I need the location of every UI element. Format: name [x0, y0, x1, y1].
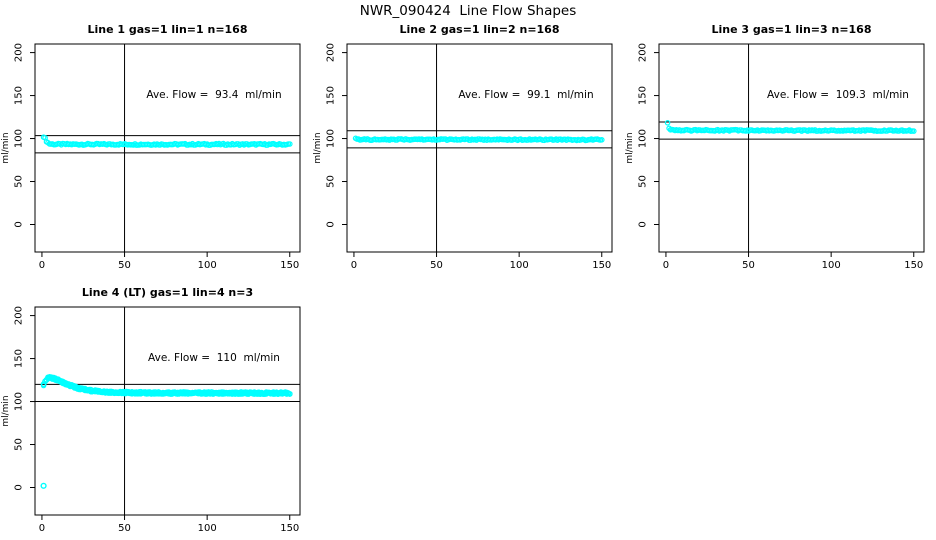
y-tick-label: 200: [326, 43, 337, 62]
x-tick-label: 100: [822, 260, 841, 271]
data-point: [286, 391, 293, 397]
x-tick-label: 150: [280, 523, 299, 534]
ave-flow-annotation: Ave. Flow = 109.3 ml/min: [767, 89, 909, 101]
ave-flow-annotation: Ave. Flow = 93.4 ml/min: [146, 89, 282, 101]
x-tick-label: 50: [118, 523, 131, 534]
panel-line-4: 0 50 100 150 200 ml/min 0 50 100 150 Line 4 (LT) …: [0, 283, 312, 539]
y-axis-label: ml/min: [1, 395, 11, 426]
y-tick-label: 200: [14, 43, 25, 62]
x-tick-label: 50: [430, 260, 443, 271]
y-tick-label: 0: [14, 484, 25, 490]
x-tick-label: 0: [351, 260, 357, 271]
panel-line-3: 0 50 100 150 200 ml/min 0 50 100 150 Line 3 gas=1…: [624, 20, 936, 276]
y-tick-label: 100: [14, 129, 25, 148]
y-tick-label: 0: [326, 221, 337, 227]
plot-box: [34, 43, 301, 253]
data-point: [598, 137, 605, 143]
y-tick-label: 50: [14, 438, 25, 451]
y-tick-label: 50: [14, 175, 25, 188]
plot-box: [658, 43, 925, 253]
x-tick-label: 100: [510, 260, 529, 271]
y-tick-label: 150: [14, 86, 25, 105]
ave-flow-annotation: Ave. Flow = 99.1 ml/min: [458, 89, 594, 101]
panel-line-2: 0 50 100 150 200 ml/min 0 50 100 150 Line 2 gas=1…: [312, 20, 624, 276]
x-tick-label: 100: [198, 523, 217, 534]
panel-title: Line 4 (LT) gas=1 lin=4 n=3: [81, 286, 254, 299]
page-title: NWR_090424 Line Flow Shapes: [359, 3, 577, 19]
panel-title: Line 3 gas=1 lin=3 n=168: [711, 23, 872, 36]
plot-canvas-line-4: 0 50 100 150 200 ml/min 0 50 100 150: [1, 306, 301, 534]
y-axis-label: ml/min: [313, 132, 323, 163]
y-tick-label: 150: [326, 86, 337, 105]
panel-line-1: 0 50 100 150 200 ml/min 0 50 100 150 Line 1 gas=1…: [0, 20, 312, 276]
y-tick-label: 150: [638, 86, 649, 105]
y-tick-label: 100: [326, 129, 337, 148]
y-tick-label: 200: [638, 43, 649, 62]
plot-canvas-line-2: 0 50 100 150 200 ml/min 0 50 100 150: [313, 43, 613, 271]
x-tick-label: 50: [742, 260, 755, 271]
panel-title: Line 2 gas=1 lin=2 n=168: [399, 23, 560, 36]
x-tick-label: 0: [663, 260, 669, 271]
y-tick-label: 100: [638, 129, 649, 148]
x-tick-label: 0: [39, 523, 45, 534]
x-tick-label: 150: [280, 260, 299, 271]
y-axis-label: ml/min: [625, 132, 635, 163]
y-tick-label: 150: [14, 349, 25, 368]
y-tick-label: 50: [638, 175, 649, 188]
y-tick-label: 100: [14, 392, 25, 411]
ave-flow-annotation: Ave. Flow = 110 ml/min: [148, 352, 280, 364]
data-point: [910, 128, 917, 134]
x-tick-label: 100: [198, 260, 217, 271]
y-axis-label: ml/min: [1, 132, 11, 163]
y-tick-label: 200: [14, 306, 25, 325]
data-point: [286, 141, 293, 147]
x-tick-label: 50: [118, 260, 131, 271]
plot-box: [34, 306, 301, 516]
y-tick-label: 0: [638, 221, 649, 227]
plot-canvas-line-1: 0 50 100 150 200 ml/min 0 50 100 150: [1, 43, 301, 271]
panel-title: Line 1 gas=1 lin=1 n=168: [87, 23, 248, 36]
y-tick-label: 50: [326, 175, 337, 188]
plot-canvas-line-3: 0 50 100 150 200 ml/min 0 50 100 150: [625, 43, 925, 271]
y-tick-label: 0: [14, 221, 25, 227]
x-tick-label: 150: [904, 260, 923, 271]
x-tick-label: 150: [592, 260, 611, 271]
outlier-data-point: [40, 482, 47, 489]
x-tick-label: 0: [39, 260, 45, 271]
data-point: [664, 120, 671, 126]
